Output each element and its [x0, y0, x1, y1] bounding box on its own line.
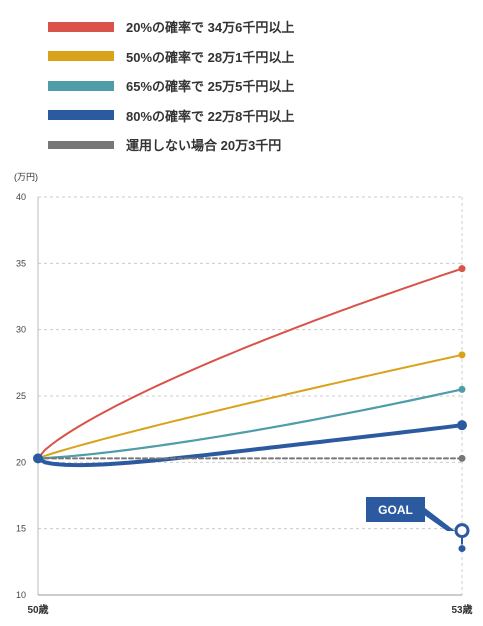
- data-point: [458, 545, 466, 553]
- x-tick-label: 50歳: [27, 603, 48, 616]
- y-tick-label: 35: [16, 258, 26, 268]
- map-pin-icon: [454, 523, 470, 539]
- series-line: [37, 267, 463, 460]
- legend: 20%の確率で 34万6千円以上 50%の確率で 28万1千円以上 65%の確率…: [48, 12, 294, 160]
- y-tick-label: 40: [16, 192, 26, 202]
- goal-label: GOAL: [378, 503, 413, 517]
- legend-swatch: [48, 51, 114, 62]
- goal-callout: [366, 497, 425, 522]
- data-point: [458, 351, 466, 359]
- series-line: [37, 353, 463, 460]
- data-point: [33, 453, 43, 464]
- legend-item: 65%の確率で 25万5千円以上: [48, 71, 294, 101]
- legend-swatch: [48, 140, 114, 149]
- legend-label: 80%の確率で 22万8千円以上: [126, 108, 295, 124]
- y-tick-label: 10: [16, 590, 26, 600]
- y-unit-label: (万円): [14, 172, 38, 182]
- x-tick-label: 53歳: [451, 603, 472, 616]
- data-point: [458, 265, 466, 273]
- legend-label: 50%の確率で 28万1千円以上: [126, 49, 295, 65]
- series-line: [36, 388, 464, 460]
- legend-item: 運用しない場合 20万3千円: [48, 130, 294, 160]
- legend-swatch: [48, 110, 114, 121]
- legend-label: 運用しない場合 20万3千円: [126, 138, 282, 154]
- data-point: [458, 385, 466, 393]
- legend-swatch: [48, 21, 114, 32]
- legend-swatch: [48, 80, 114, 91]
- goal-callout-pointer: [420, 508, 455, 531]
- legend-label: 65%の確率で 25万5千円以上: [126, 79, 295, 95]
- legend-item: 20%の確率で 34万6千円以上: [48, 12, 294, 42]
- y-tick-label: 15: [16, 524, 26, 534]
- y-tick-label: 20: [16, 457, 26, 467]
- y-tick-label: 25: [16, 391, 26, 401]
- legend-label: 20%の確率で 34万6千円以上: [126, 20, 295, 36]
- y-tick-label: 30: [16, 325, 26, 335]
- data-point: [457, 420, 467, 431]
- legend-item: 80%の確率で 22万8千円以上: [48, 101, 294, 131]
- series-line: [36, 423, 464, 468]
- legend-item: 50%の確率で 28万1千円以上: [48, 42, 294, 72]
- data-point: [458, 454, 466, 462]
